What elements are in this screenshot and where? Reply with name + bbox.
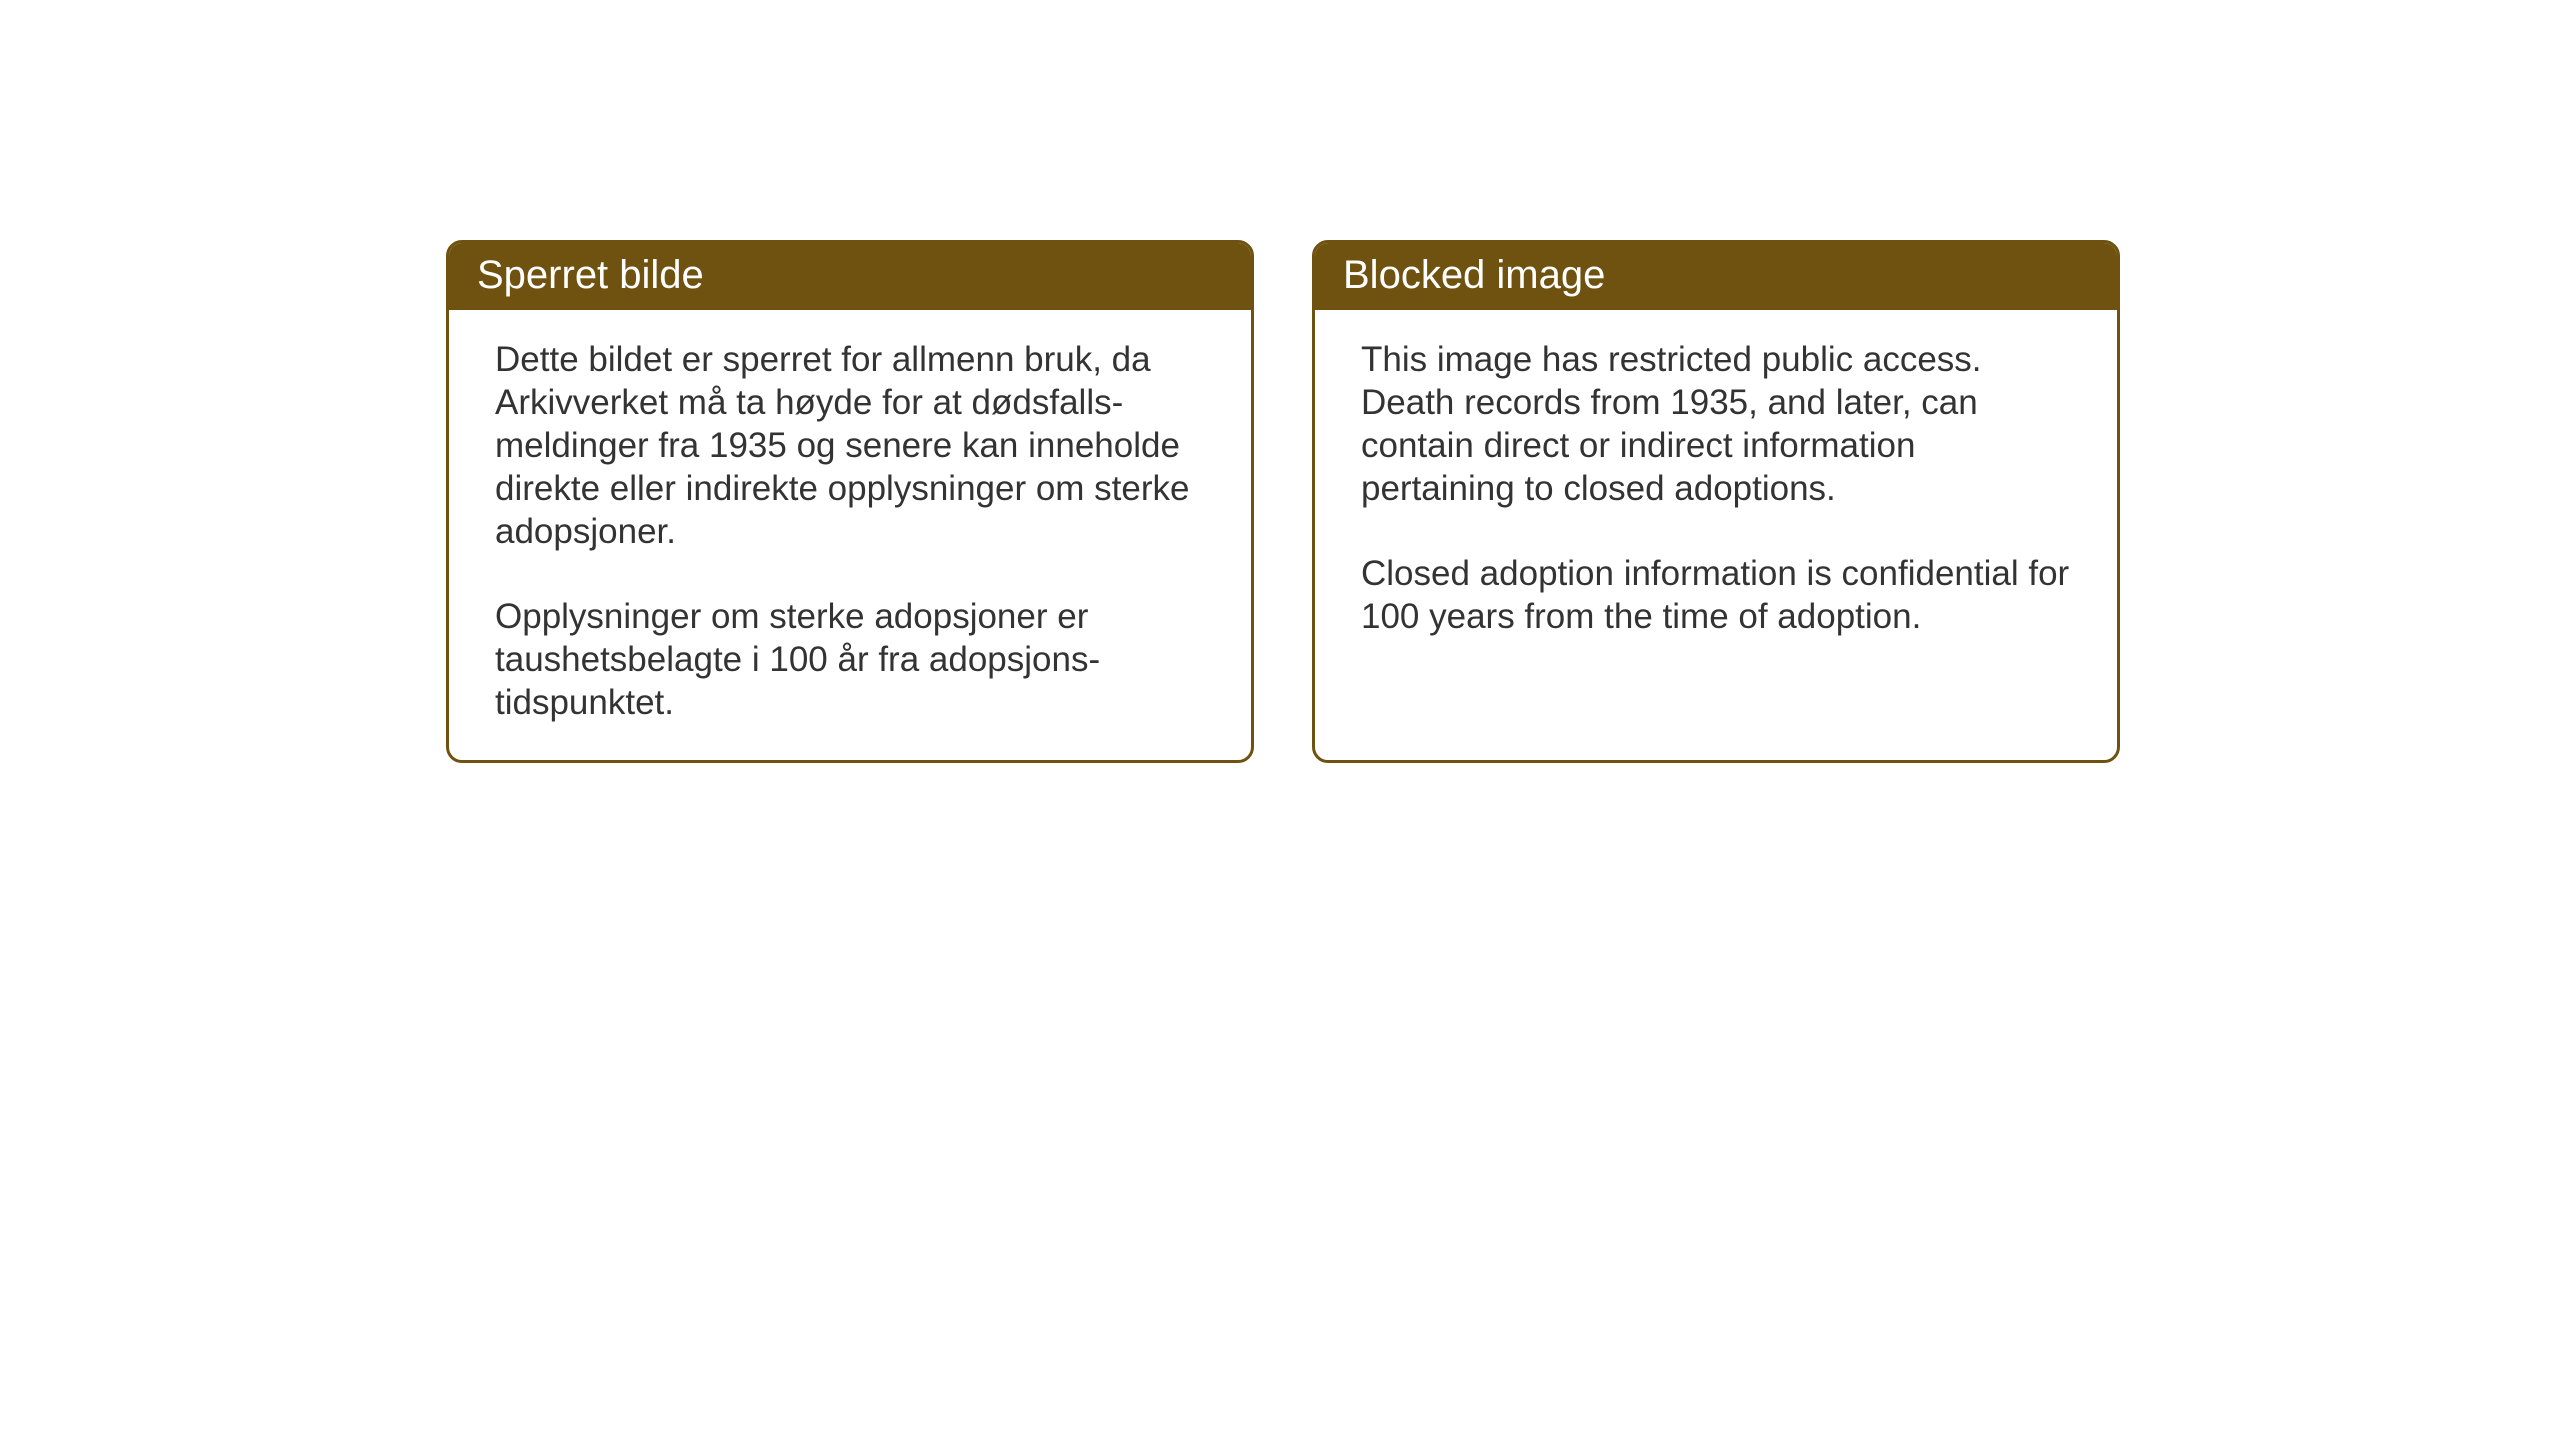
notice-card-english: Blocked image This image has restricted … [1312,240,2120,763]
notice-title-norwegian: Sperret bilde [477,253,704,297]
notice-paragraph-1-norwegian: Dette bildet er sperret for allmenn bruk… [495,338,1205,553]
notice-header-english: Blocked image [1315,243,2117,310]
notice-body-english: This image has restricted public access.… [1315,310,2117,674]
notice-paragraph-2-norwegian: Opplysninger om sterke adopsjoner er tau… [495,595,1205,724]
notice-body-norwegian: Dette bildet er sperret for allmenn bruk… [449,310,1251,760]
notice-paragraph-2-english: Closed adoption information is confident… [1361,552,2071,638]
notice-title-english: Blocked image [1343,253,1605,297]
notice-container: Sperret bilde Dette bildet er sperret fo… [446,240,2120,763]
notice-paragraph-1-english: This image has restricted public access.… [1361,338,2071,510]
notice-header-norwegian: Sperret bilde [449,243,1251,310]
notice-card-norwegian: Sperret bilde Dette bildet er sperret fo… [446,240,1254,763]
